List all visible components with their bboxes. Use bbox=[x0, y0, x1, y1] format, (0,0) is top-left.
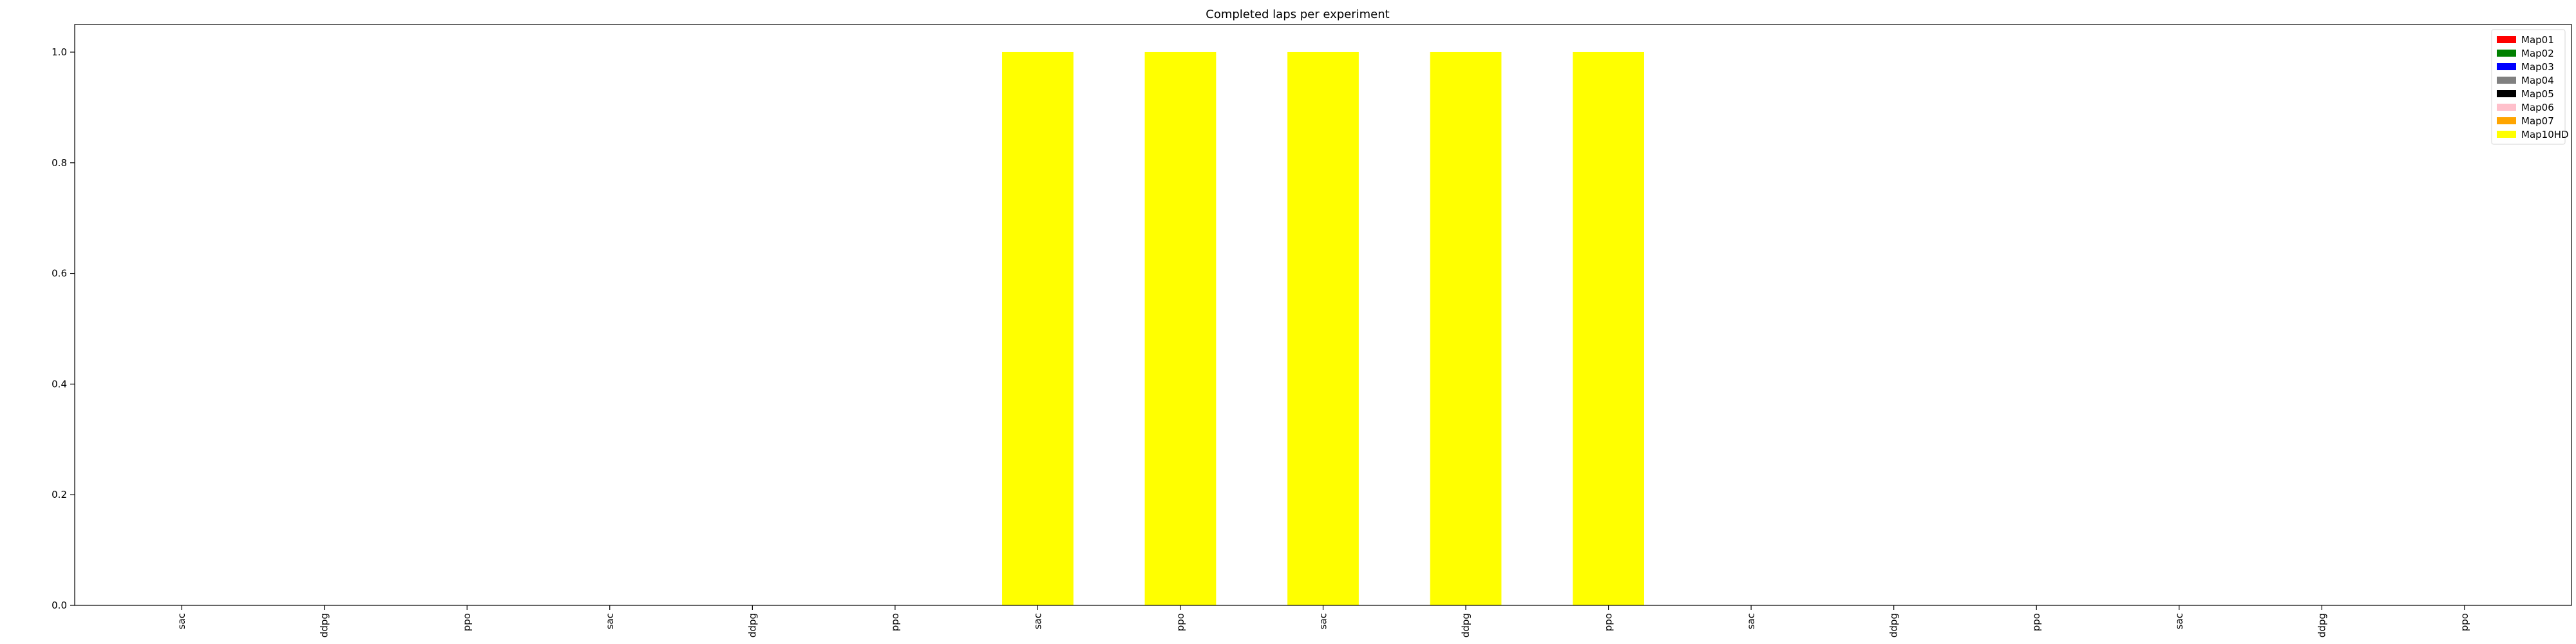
legend-label-map07: Map07 bbox=[2521, 115, 2554, 127]
y-tick-label: 0.6 bbox=[52, 268, 67, 279]
x-tick-label: ppo bbox=[889, 613, 901, 631]
y-tick-label: 0.0 bbox=[52, 600, 67, 611]
legend-swatch-map07 bbox=[2497, 117, 2516, 124]
legend: Map01 Map02 Map03 Map04 Map05 Map06 Map07 Map10… bbox=[2491, 29, 2569, 145]
x-tick-label: ddpg bbox=[1888, 613, 1900, 638]
x-tick-label: sac bbox=[1032, 613, 1043, 629]
bar-map10hd-9 bbox=[1430, 52, 1502, 605]
x-tick-label: ddpg bbox=[319, 613, 330, 638]
legend-swatch-map04 bbox=[2497, 77, 2516, 84]
legend-label-map01: Map01 bbox=[2521, 34, 2554, 46]
legend-swatch-map06 bbox=[2497, 104, 2516, 111]
x-tick-label: ppo bbox=[2459, 613, 2470, 631]
legend-swatch-map03 bbox=[2497, 63, 2516, 70]
bar-map10hd-7 bbox=[1144, 52, 1217, 605]
legend-label-map06: Map06 bbox=[2521, 102, 2554, 113]
x-tick-label: sac bbox=[604, 613, 616, 629]
y-tick-label: 0.2 bbox=[52, 489, 67, 500]
x-tick-label: ppo bbox=[461, 613, 473, 631]
legend-label-map04: Map04 bbox=[2521, 75, 2554, 86]
legend-label-map02: Map02 bbox=[2521, 48, 2554, 59]
x-tick-label: sac bbox=[1318, 613, 1329, 629]
y-tick-label: 0.8 bbox=[52, 157, 67, 169]
x-tick-label: sac bbox=[176, 613, 187, 629]
x-tick-label: ppo bbox=[1603, 613, 1615, 631]
chart-title: Completed laps per experiment bbox=[1206, 8, 1389, 21]
x-tick-label: ppo bbox=[1175, 613, 1186, 631]
bar-map10hd-10 bbox=[1573, 52, 1644, 605]
bars-layer bbox=[1002, 52, 1644, 605]
legend-swatch-map01 bbox=[2497, 36, 2516, 43]
y-tick-label: 1.0 bbox=[52, 46, 67, 58]
x-tick-label: ddpg bbox=[746, 613, 758, 638]
bar-map10hd-6 bbox=[1002, 52, 1074, 605]
x-tick-label: ddpg bbox=[2316, 613, 2327, 638]
y-tick-label: 0.4 bbox=[52, 378, 67, 390]
bar-map10hd-8 bbox=[1287, 52, 1359, 605]
legend-swatch-map05 bbox=[2497, 90, 2516, 97]
legend-label-map05: Map05 bbox=[2521, 88, 2554, 100]
legend-swatch-map10hd bbox=[2497, 131, 2516, 138]
x-tick-label: ddpg bbox=[1460, 613, 1472, 638]
legend-box bbox=[2491, 29, 2566, 145]
axes-layer: 0.0 0.2 0.4 0.6 0.8 1.0 sac ddpg ppo sac ddpg ppo sa… bbox=[52, 24, 2572, 638]
legend-swatch-map02 bbox=[2497, 50, 2516, 57]
legend-label-map10hd: Map10HD bbox=[2521, 129, 2569, 140]
legend-label-map03: Map03 bbox=[2521, 61, 2554, 73]
x-tick-label: sac bbox=[2174, 613, 2185, 629]
x-tick-label: ppo bbox=[2031, 613, 2042, 631]
x-tick-label: sac bbox=[1745, 613, 1757, 629]
